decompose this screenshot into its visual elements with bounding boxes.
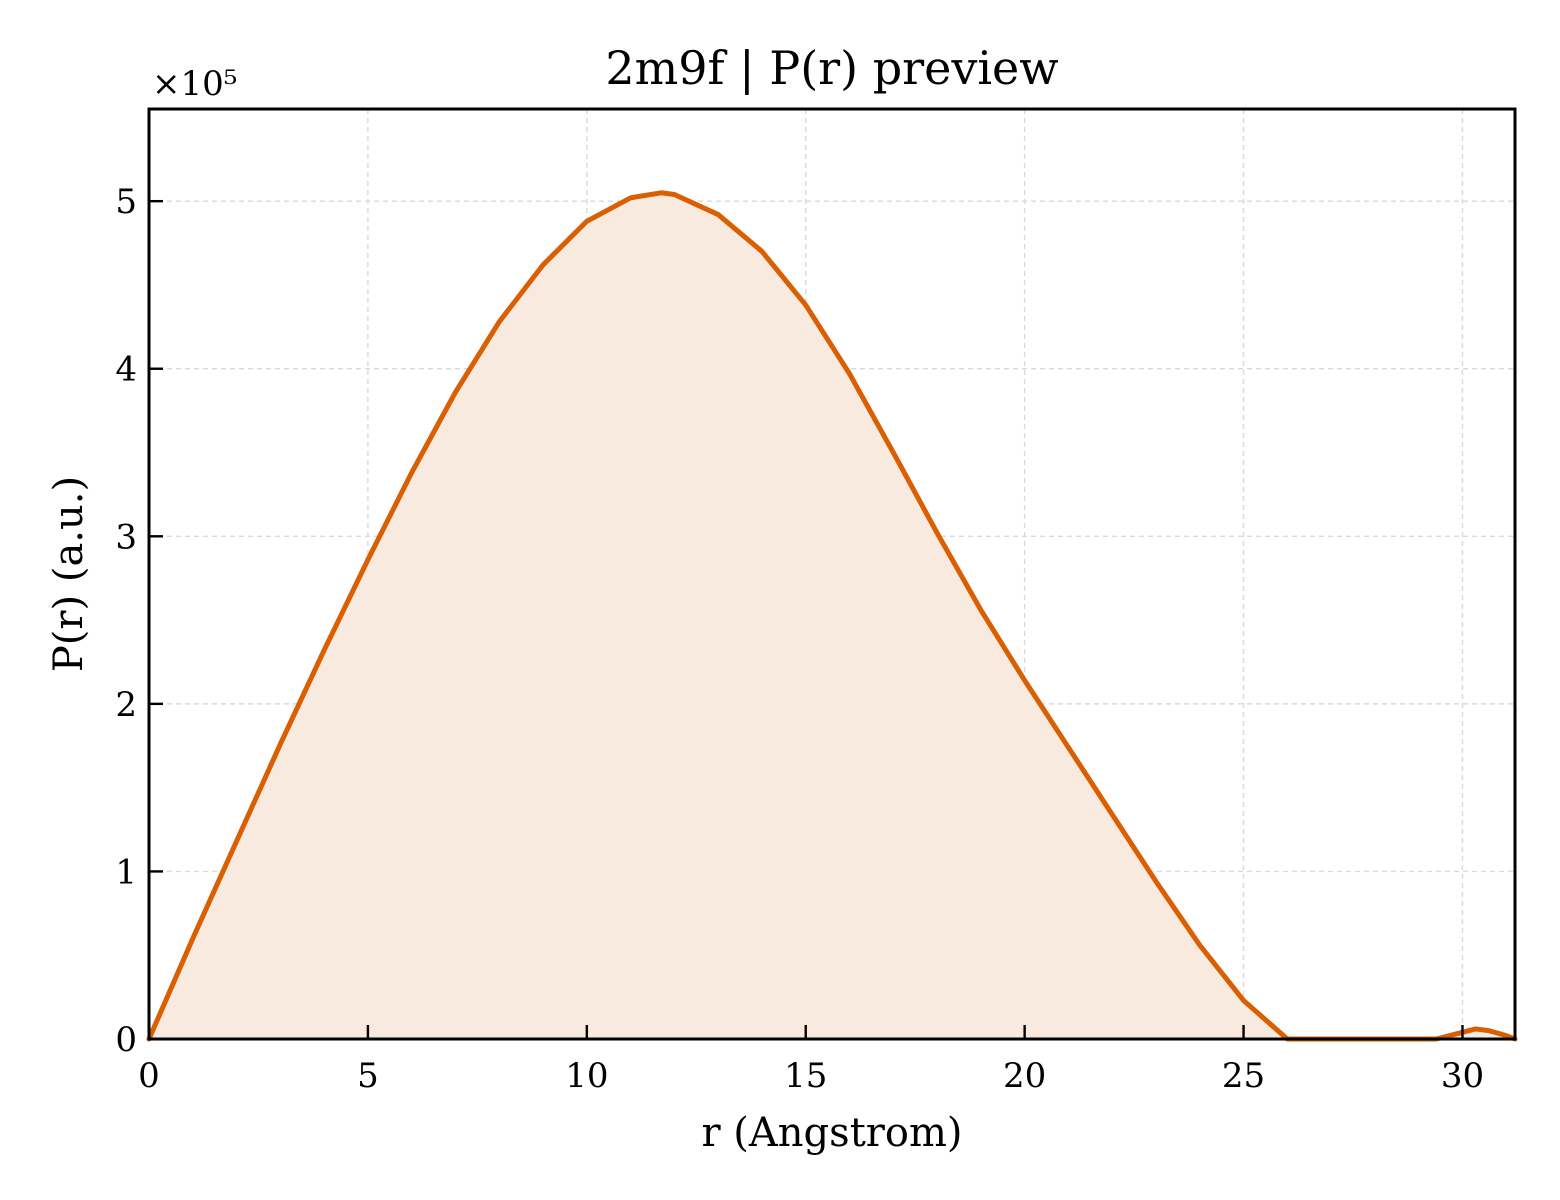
x-tick-label: 30 (1441, 1056, 1484, 1096)
y-tick-label: 3 (115, 517, 137, 557)
x-tick-label: 25 (1222, 1056, 1265, 1096)
x-tick-label: 0 (138, 1056, 160, 1096)
x-axis-label: r (Angstrom) (701, 1110, 962, 1156)
x-tick-label: 10 (565, 1056, 608, 1096)
y-scale-factor: ×10⁵ (152, 64, 237, 104)
chart-title: 2m9f | P(r) preview (605, 41, 1058, 95)
plot-frame (147, 107, 1517, 1041)
y-tick-label: 2 (115, 685, 137, 725)
y-tick-label: 0 (115, 1020, 137, 1060)
area-fill (149, 192, 1515, 1039)
x-tick-label: 15 (784, 1056, 827, 1096)
y-tick-label: 1 (115, 852, 137, 892)
ticks-layer: 0 5 10 15 20 25 30 0 1 2 3 4 5 (115, 182, 1484, 1096)
x-tick-label: 5 (357, 1056, 379, 1096)
x-tick-label: 20 (1003, 1056, 1046, 1096)
y-tick-label: 4 (115, 350, 137, 390)
y-tick-label: 5 (115, 182, 137, 222)
y-axis-label: P(r) (a.u.) (46, 476, 92, 672)
